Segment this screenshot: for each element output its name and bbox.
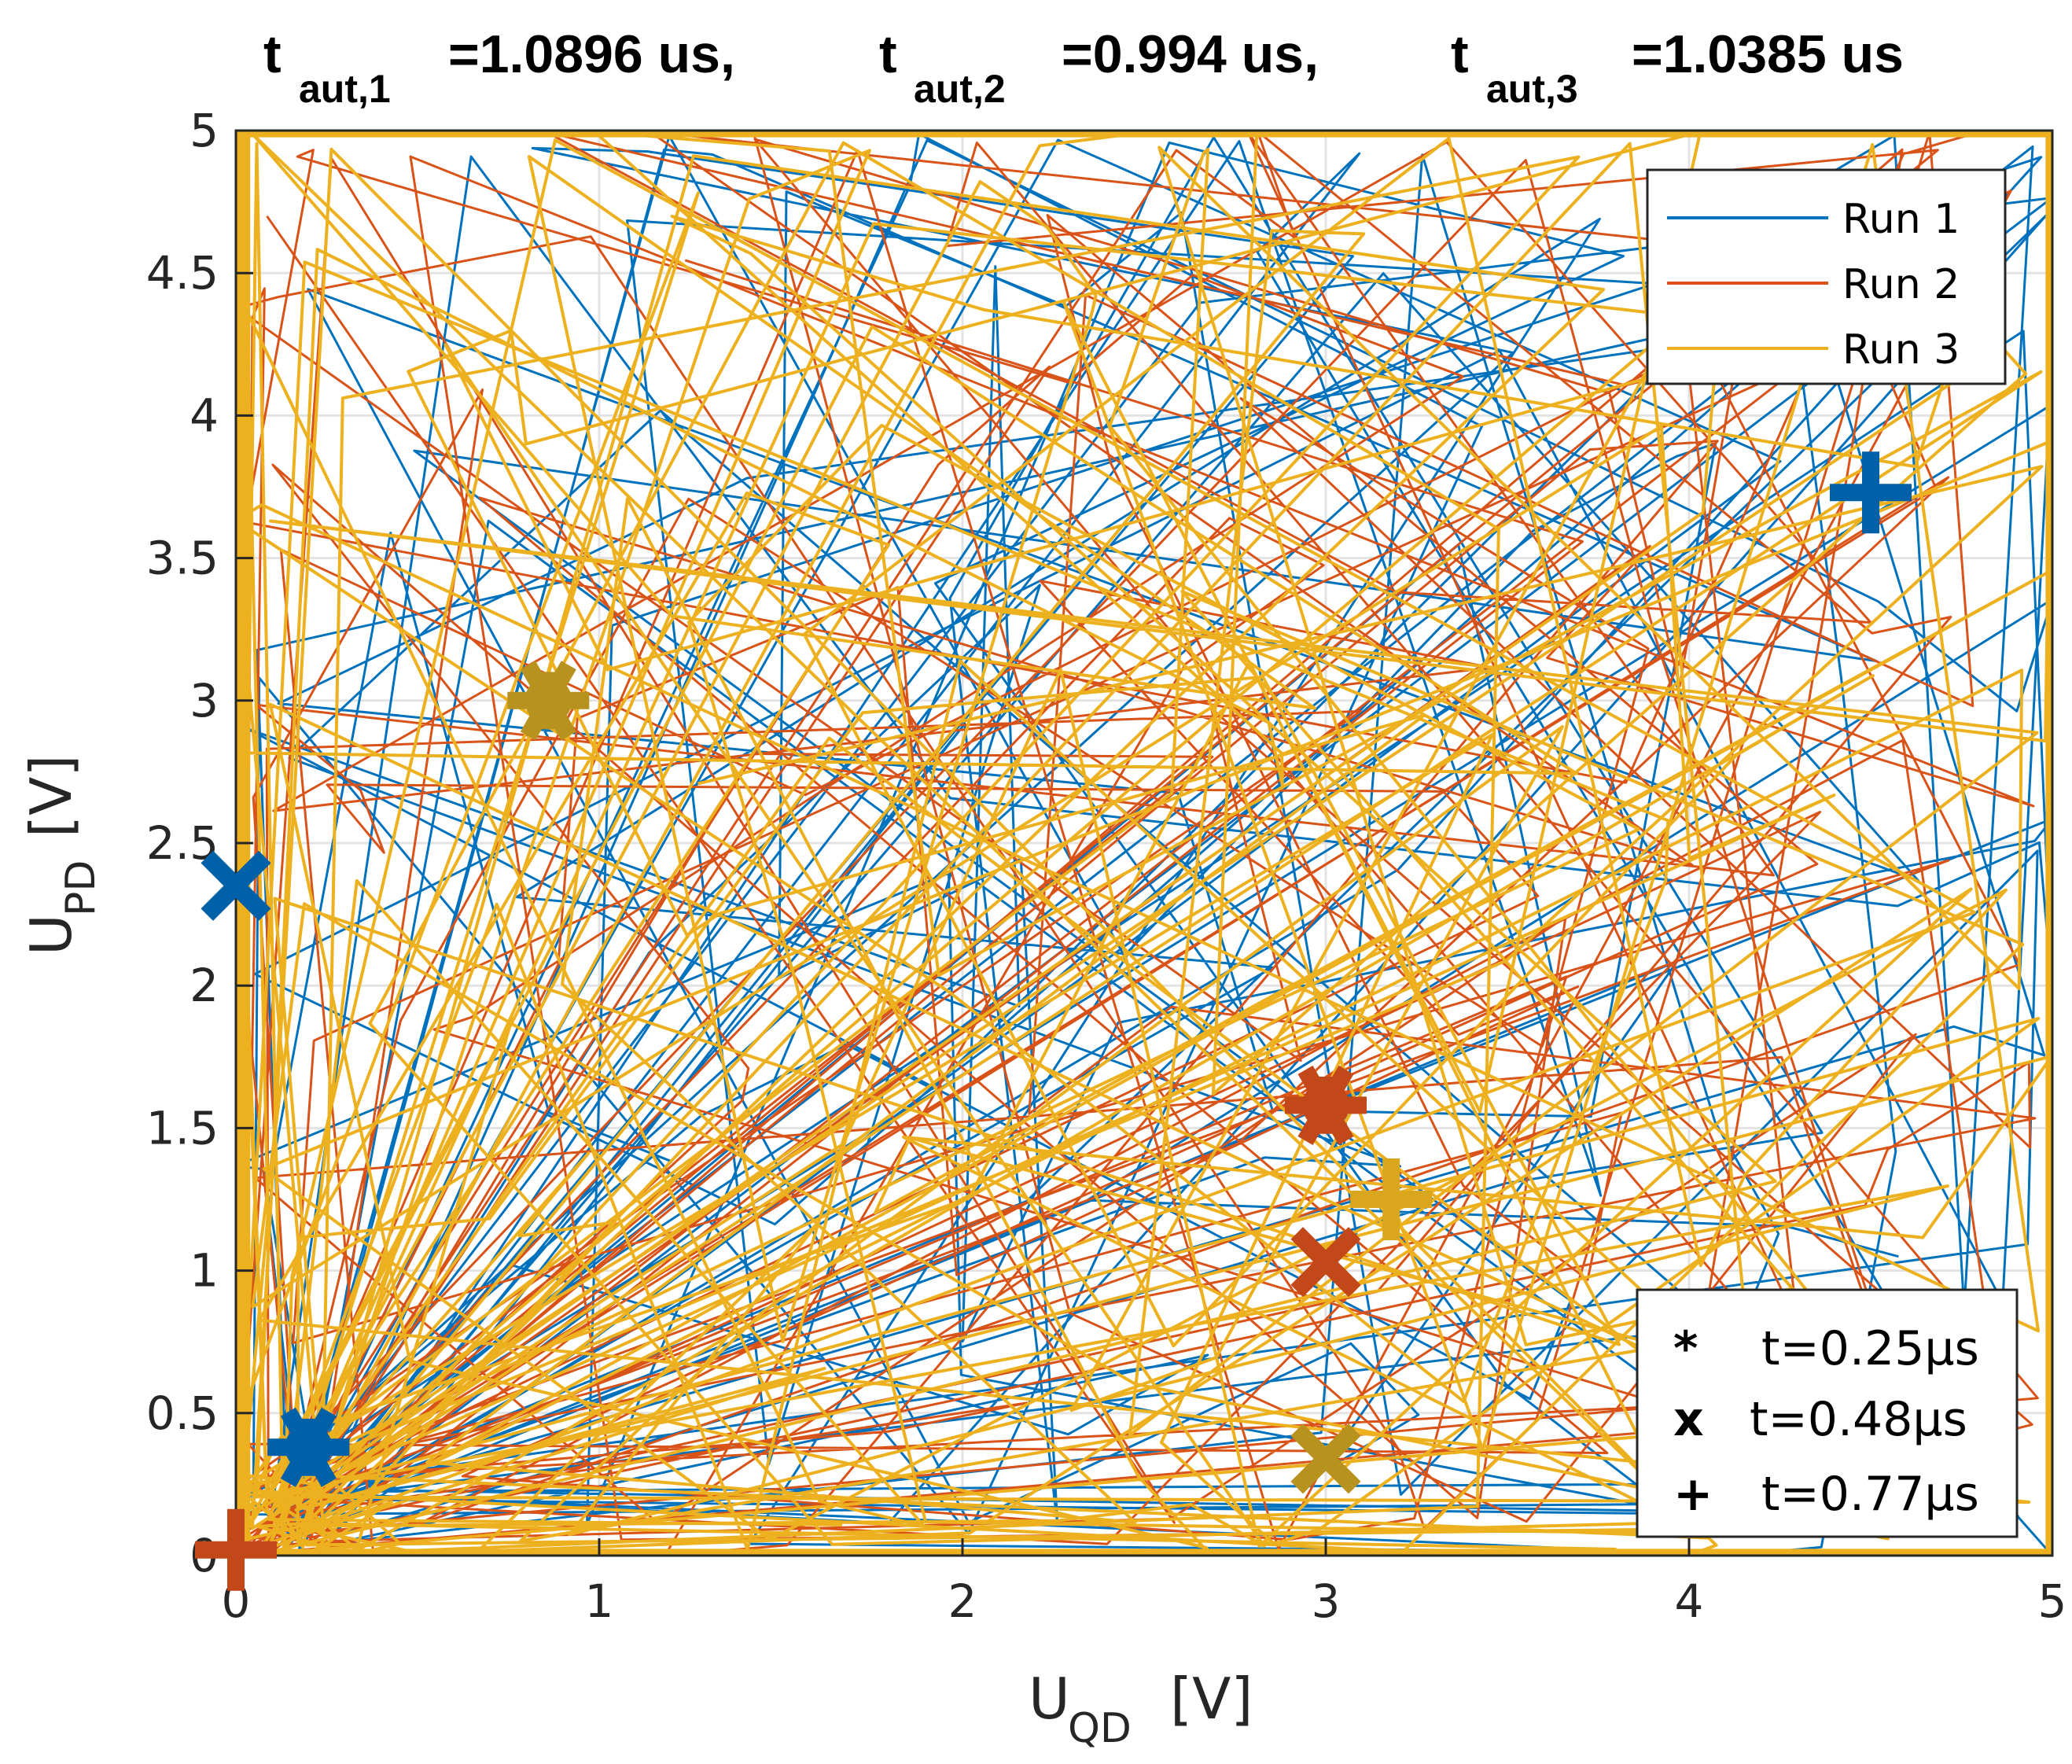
y-label-unit: [V] <box>18 755 84 838</box>
x-tick-label: 5 <box>2038 1574 2067 1628</box>
time-legend-label-2: t=0.48µs <box>1750 1392 1967 1447</box>
marker-run-2-plus <box>195 1508 277 1591</box>
marker-run-3-star <box>507 661 590 741</box>
x-tick-label: 2 <box>948 1574 977 1628</box>
x-label-unit: [V] <box>1170 1666 1253 1732</box>
title-val3: =1.0385 us <box>1632 24 1904 84</box>
title-sub1: aut,1 <box>299 67 391 111</box>
y-tick-label: 1.5 <box>146 1101 219 1155</box>
marker-run-1-star <box>267 1407 350 1487</box>
marker-run-1-cross <box>201 850 271 921</box>
y-tick-label: 4 <box>190 389 219 442</box>
legend-label-run1: Run 1 <box>1842 196 1960 243</box>
time-legend: * t=0.25µs x t=0.48µs + t=0.77µs <box>1636 1288 2019 1538</box>
x-label-sub: QD <box>1068 1705 1132 1752</box>
title-val2: =0.994 us, <box>1062 24 1319 84</box>
legend-label-run2: Run 2 <box>1842 261 1960 308</box>
y-tick-label: 4.5 <box>146 246 219 300</box>
y-tick-label: 1 <box>190 1244 219 1298</box>
marker-core <box>524 676 572 724</box>
marker-stroke <box>1290 1423 1361 1494</box>
title-sub3: aut,3 <box>1486 67 1578 111</box>
marker-run-2-cross <box>1290 1227 1361 1298</box>
time-markers <box>195 451 1912 1591</box>
y-tick-labels: 00.511.522.533.544.55 <box>146 104 253 1582</box>
title-t2: t <box>879 24 897 84</box>
title-sub2: aut,2 <box>914 67 1006 111</box>
title-val1: =1.0896 us, <box>448 24 735 84</box>
y-tick-label: 0.5 <box>146 1387 219 1440</box>
title-t1: t <box>263 24 282 84</box>
y-axis-label: U PD [V] <box>18 755 105 956</box>
y-tick-label: 5 <box>190 104 219 157</box>
title-t3: t <box>1451 24 1469 84</box>
marker-run-3-plus <box>1350 1158 1433 1240</box>
x-axis-label: U QD [V] <box>1029 1666 1253 1752</box>
time-legend-symbol-3: + <box>1673 1467 1713 1522</box>
time-legend-label-1: t=0.25µs <box>1761 1321 1979 1376</box>
time-legend-symbol-2: x <box>1673 1392 1704 1447</box>
marker-run-2-star <box>1285 1065 1367 1145</box>
marker-run-3-cross <box>1290 1423 1361 1494</box>
y-tick-label: 2 <box>190 959 219 1012</box>
marker-core <box>1302 1081 1349 1129</box>
marker-core <box>285 1423 333 1471</box>
x-tick-label: 4 <box>1675 1574 1704 1628</box>
series-legend: Run 1 Run 2 Run 3 <box>1646 168 2007 385</box>
chart-title: t aut,1 =1.0896 us, t aut,2 =0.994 us, t… <box>263 24 1904 111</box>
y-tick-label: 3.5 <box>146 532 219 585</box>
y-label-main: U <box>18 914 84 956</box>
time-legend-box <box>1636 1288 2019 1538</box>
time-legend-symbol-1: * <box>1673 1321 1698 1376</box>
legend-label-run3: Run 3 <box>1842 326 1960 374</box>
trace-lines <box>236 131 2052 1556</box>
x-tick-label: 3 <box>1312 1574 1341 1628</box>
marker-stroke <box>1290 1227 1361 1298</box>
time-legend-label-3: t=0.77µs <box>1761 1467 1979 1522</box>
x-label-main: U <box>1029 1666 1070 1732</box>
y-tick-label: 3 <box>190 674 219 727</box>
marker-stroke <box>201 850 271 921</box>
y-label-sub: PD <box>57 860 105 916</box>
x-tick-label: 1 <box>585 1574 614 1628</box>
trace-run-3 <box>236 131 2052 1556</box>
marker-run-1-plus <box>1830 451 1912 534</box>
